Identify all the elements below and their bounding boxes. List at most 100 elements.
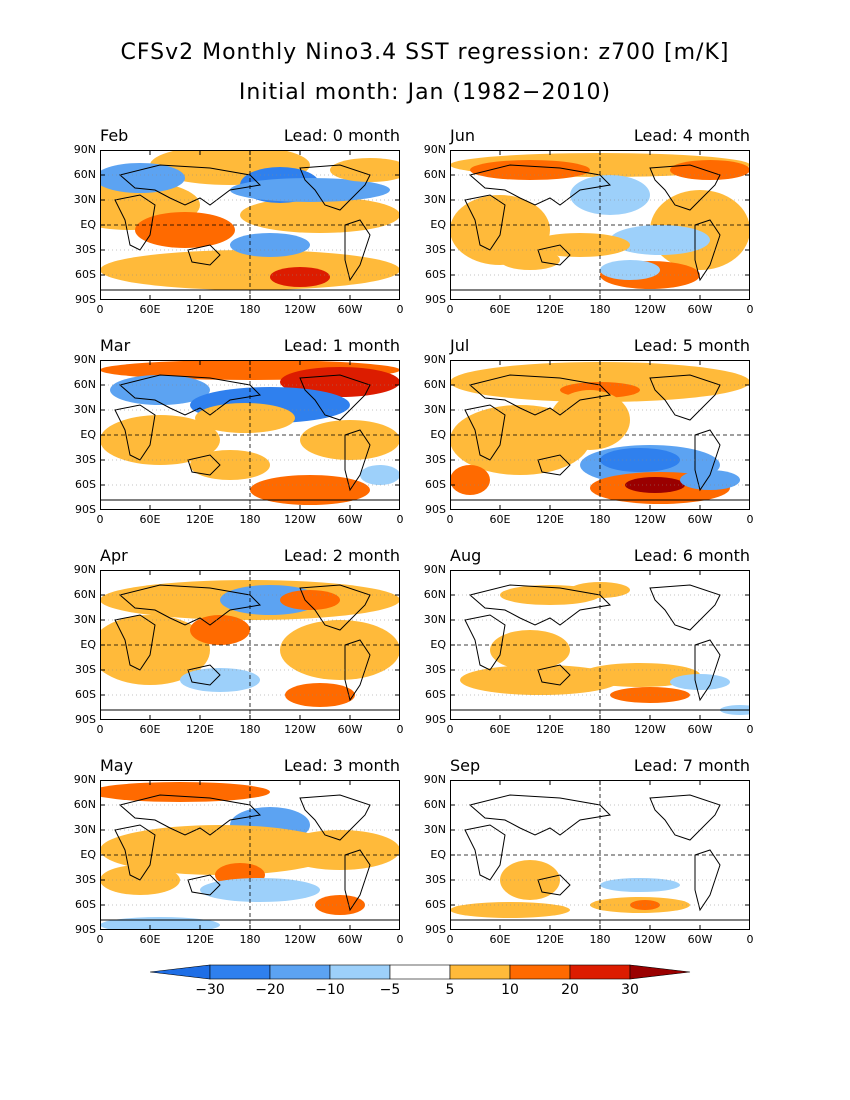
latitude-label: 90S (425, 293, 446, 306)
latitude-label: 60N (423, 168, 446, 181)
latitude-label: EQ (430, 638, 446, 651)
colorbar-tick: 30 (621, 982, 639, 998)
panel-month-label: Aug (450, 546, 482, 565)
anomaly-contour (280, 830, 400, 870)
anomaly-contour (550, 390, 630, 450)
colorbar-segment (269, 964, 331, 980)
longitude-label: 60W (337, 303, 363, 316)
latitude-label: 60S (425, 688, 446, 701)
latitude-label: 90N (73, 773, 96, 786)
colorbar-segment (209, 964, 271, 980)
panel-month-label: Feb (100, 126, 129, 145)
latitude-label: 30N (423, 613, 446, 626)
longitude-label: 0 (396, 303, 404, 316)
panel-month-label: Mar (100, 336, 131, 355)
latitude-label: 30N (423, 823, 446, 836)
latitude-label: EQ (430, 428, 446, 441)
latitude-label: 90N (423, 143, 446, 156)
anomaly-contour (500, 250, 560, 270)
longitude-label: 60E (139, 303, 161, 316)
longitude-label: 120E (536, 513, 564, 526)
coastline (468, 794, 612, 836)
longitude-label: 60W (687, 933, 713, 946)
anomaly-contour (100, 782, 270, 802)
panel-lead-label: Lead: 7 month (633, 756, 750, 775)
anomaly-contour (280, 590, 340, 610)
panel-month-label: Jul (450, 336, 470, 355)
anomaly-contour (240, 197, 400, 233)
longitude-label: 60E (489, 933, 511, 946)
latitude-label: EQ (80, 638, 96, 651)
latitude-label: EQ (430, 848, 446, 861)
coastline (118, 164, 262, 206)
longitude-label: 0 (96, 933, 104, 946)
coastline (450, 289, 750, 300)
anomaly-contour (190, 615, 250, 645)
regression-map (100, 150, 400, 300)
latitude-label: 60N (73, 588, 96, 601)
longitude-label: 120E (186, 513, 214, 526)
longitude-label: 120E (186, 303, 214, 316)
longitude-label: 180 (239, 933, 261, 946)
anomaly-contour (600, 448, 680, 472)
longitude-label: 120W (284, 933, 316, 946)
colorbar-segment (329, 964, 391, 980)
longitude-label: 120E (536, 723, 564, 736)
longitude-label: 120W (284, 723, 316, 736)
coastline (537, 874, 571, 896)
coastline (694, 219, 721, 282)
latitude-label: 60S (75, 268, 96, 281)
longitude-label: 180 (589, 303, 611, 316)
latitude-label: 30N (73, 613, 96, 626)
longitude-label: 0 (396, 933, 404, 946)
latitude-label: 60S (425, 898, 446, 911)
latitude-label: 60N (423, 588, 446, 601)
coastline (537, 244, 571, 266)
latitude-label: EQ (430, 218, 446, 231)
latitude-label: 60N (73, 378, 96, 391)
latitude-label: 90N (73, 143, 96, 156)
latitude-label: 60N (73, 168, 96, 181)
coastline (649, 584, 721, 631)
regression-map (100, 360, 400, 510)
longitude-label: 120E (186, 933, 214, 946)
panel-month-label: Sep (450, 756, 481, 775)
anomaly-contour (670, 674, 730, 690)
coastline (464, 824, 506, 881)
coastline (118, 584, 262, 626)
colorbar-tick: 5 (445, 982, 455, 998)
regression-map (450, 570, 750, 720)
coastline (649, 164, 721, 211)
anomaly-contour (580, 663, 700, 687)
latitude-label: 90S (75, 293, 96, 306)
latitude-label: 60S (75, 688, 96, 701)
coastline (464, 404, 506, 461)
longitude-label: 60W (337, 513, 363, 526)
longitude-label: 60E (489, 513, 511, 526)
longitude-label: 60W (687, 513, 713, 526)
coastline (450, 499, 750, 510)
longitude-label: 60E (139, 723, 161, 736)
latitude-label: 90N (423, 563, 446, 576)
anomaly-contour (470, 160, 590, 180)
longitude-label: 180 (239, 723, 261, 736)
latitude-label: 30N (73, 403, 96, 416)
longitude-label: 0 (746, 723, 754, 736)
longitude-label: 0 (446, 303, 454, 316)
anomaly-contour (490, 630, 570, 670)
anomaly-contour (100, 615, 210, 685)
coastline (187, 454, 221, 476)
coastline (537, 664, 571, 686)
anomaly-contour (100, 163, 185, 193)
colorbar (150, 964, 691, 980)
panel-month-label: Apr (100, 546, 128, 565)
latitude-label: 90S (75, 503, 96, 516)
coastline (187, 244, 221, 266)
map-frame (100, 360, 400, 510)
panel-month-label: May (100, 756, 134, 775)
longitude-label: 0 (746, 933, 754, 946)
coastline (187, 664, 221, 686)
anomaly-contour (600, 260, 660, 280)
latitude-label: EQ (80, 218, 96, 231)
latitude-label: 60S (425, 268, 446, 281)
